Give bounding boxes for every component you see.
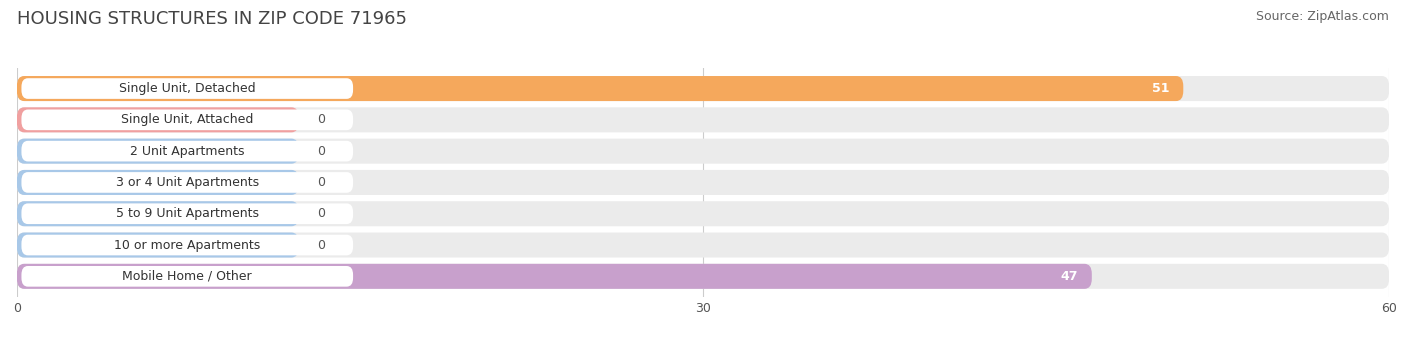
FancyBboxPatch shape [17,107,1389,132]
Text: 2 Unit Apartments: 2 Unit Apartments [129,145,245,158]
FancyBboxPatch shape [17,139,298,164]
Text: 47: 47 [1060,270,1078,283]
FancyBboxPatch shape [21,235,353,255]
Text: 0: 0 [316,207,325,220]
FancyBboxPatch shape [21,266,353,287]
FancyBboxPatch shape [17,201,298,226]
Text: 0: 0 [316,145,325,158]
Text: HOUSING STRUCTURES IN ZIP CODE 71965: HOUSING STRUCTURES IN ZIP CODE 71965 [17,10,406,28]
FancyBboxPatch shape [17,264,1092,289]
FancyBboxPatch shape [17,264,1389,289]
FancyBboxPatch shape [17,139,1389,164]
FancyBboxPatch shape [21,109,353,130]
Text: 5 to 9 Unit Apartments: 5 to 9 Unit Apartments [115,207,259,220]
Text: Source: ZipAtlas.com: Source: ZipAtlas.com [1256,10,1389,23]
FancyBboxPatch shape [21,203,353,224]
FancyBboxPatch shape [17,76,1184,101]
Text: 10 or more Apartments: 10 or more Apartments [114,239,260,252]
FancyBboxPatch shape [17,233,298,257]
FancyBboxPatch shape [17,76,1389,101]
Text: 0: 0 [316,239,325,252]
FancyBboxPatch shape [21,141,353,162]
FancyBboxPatch shape [17,170,298,195]
Text: 0: 0 [316,113,325,126]
FancyBboxPatch shape [17,201,1389,226]
FancyBboxPatch shape [21,78,353,99]
Text: Single Unit, Attached: Single Unit, Attached [121,113,253,126]
Text: Mobile Home / Other: Mobile Home / Other [122,270,252,283]
Text: 3 or 4 Unit Apartments: 3 or 4 Unit Apartments [115,176,259,189]
Text: Single Unit, Detached: Single Unit, Detached [120,82,256,95]
Text: 0: 0 [316,176,325,189]
FancyBboxPatch shape [17,233,1389,257]
Text: 51: 51 [1152,82,1170,95]
FancyBboxPatch shape [21,172,353,193]
FancyBboxPatch shape [17,170,1389,195]
FancyBboxPatch shape [17,107,298,132]
